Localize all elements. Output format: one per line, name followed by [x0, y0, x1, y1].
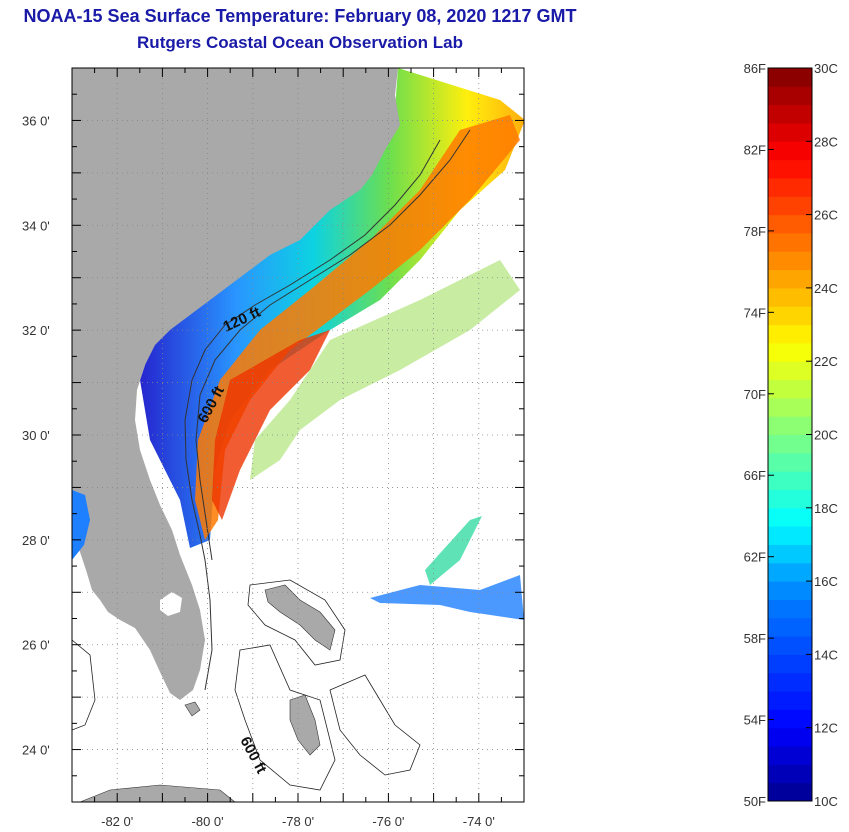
- longitude-label: -78 0': [282, 814, 314, 829]
- contour-600ft: [195, 129, 471, 561]
- celsius-label: 18C: [814, 501, 838, 516]
- colorbar-swatch: [768, 122, 812, 142]
- temperature-colorbar: 86F 82F 78F 74F 70F 66F 62F 58F 54F 50F 30C 28C 26C…: [744, 61, 838, 809]
- colorbar-swatch: [768, 434, 812, 454]
- colorbar-swatch: [768, 654, 812, 674]
- colorbar-swatch: [768, 306, 812, 326]
- celsius-label: 24C: [814, 281, 838, 296]
- latitude-label: 30 0': [22, 428, 50, 443]
- colorbar-swatch: [768, 617, 812, 637]
- map-title: NOAA-15 Sea Surface Temperature: Februar…: [23, 6, 577, 26]
- celsius-label: 28C: [814, 134, 838, 149]
- fahrenheit-label: 54F: [744, 713, 766, 728]
- sst-map[interactable]: 120 ft 600 ft 600 ft 36 0'34 0'32 0'30 0…: [0, 0, 720, 832]
- fahrenheit-label: 82F: [744, 142, 766, 157]
- offshore-sst-patches: [250, 260, 520, 480]
- map-ticks: [71, 67, 525, 803]
- celsius-label: 10C: [814, 794, 838, 809]
- colorbar-swatch: [768, 397, 812, 417]
- colorbar-swatch: [768, 141, 812, 161]
- bahamas-islands: [184, 584, 336, 756]
- colorbar-swatch: [768, 86, 812, 106]
- celsius-label: 26C: [814, 208, 838, 223]
- fahrenheit-label: 78F: [744, 224, 766, 239]
- colorbar-swatch: [768, 764, 812, 784]
- colorbar-swatch: [768, 599, 812, 619]
- fahrenheit-label: 86F: [744, 61, 766, 76]
- cuba-coast: [79, 784, 236, 802]
- fahrenheit-label: 62F: [744, 550, 766, 565]
- colorbar-swatch: [768, 104, 812, 124]
- latitude-label: 26 0': [22, 638, 50, 653]
- colorbar-swatch: [768, 507, 812, 527]
- latitude-label: 36 0': [22, 113, 50, 128]
- colorbar-swatch: [768, 159, 812, 179]
- map-subtitle: Rutgers Coastal Ocean Observation Lab: [137, 33, 463, 52]
- longitude-label: -82 0': [101, 814, 133, 829]
- latitude-labels: 36 0' 34 0' 32 0' 30 0' 28 0' 26 0' 24 0': [22, 113, 50, 757]
- latitude-label: 28 0': [22, 533, 50, 548]
- longitude-labels: -82 0' -80 0' -78 0' -76 0' -74 0': [101, 814, 495, 829]
- colorbar-swatch: [768, 68, 812, 87]
- celsius-label: 16C: [814, 574, 838, 589]
- colorbar-swatch: [768, 177, 812, 197]
- latitude-label: 24 0': [22, 743, 50, 758]
- gulf-coast-sst: [72, 490, 90, 560]
- colorbar-swatch: [768, 562, 812, 582]
- contour-120ft: [184, 139, 441, 691]
- bahamas-sst-streak: [425, 516, 482, 585]
- colorbar-swatch: [768, 746, 812, 765]
- colorbar-swatch: [768, 452, 812, 472]
- fahrenheit-label: 50F: [744, 794, 766, 809]
- celsius-label: 14C: [814, 647, 838, 662]
- longitude-label: -74 0': [463, 814, 495, 829]
- colorbar-swatch: [768, 287, 812, 307]
- gulf-stream-warm-core: [195, 115, 520, 540]
- colorbar-swatch: [768, 416, 812, 435]
- colorbar-swatch: [768, 691, 812, 710]
- lake-okeechobee: [160, 592, 182, 616]
- colorbar-swatches: [768, 68, 812, 802]
- colorbar-swatch: [768, 727, 812, 747]
- colorbar-swatch: [768, 782, 812, 802]
- fahrenheit-label: 74F: [744, 305, 766, 320]
- colorbar-swatch: [768, 489, 812, 509]
- gulf-stream-hot-core: [212, 330, 330, 520]
- colorbar-swatch: [768, 269, 812, 289]
- fahrenheit-label: 70F: [744, 387, 766, 402]
- land-mass-florida-carolinas: [72, 68, 400, 700]
- colorbar-swatch: [768, 324, 812, 344]
- colorbar-swatch: [768, 709, 812, 729]
- colorbar-swatch: [768, 379, 812, 399]
- colorbar-celsius-labels: 30C 28C 26C 24C 22C 20C 18C 16C 14C 12C 10C: [806, 61, 838, 809]
- colorbar-swatch: [768, 361, 812, 381]
- colorbar-swatch: [768, 544, 812, 564]
- latitude-label: 32 0': [22, 323, 50, 338]
- latitude-label: 34 0': [22, 218, 50, 233]
- colorbar-swatch: [768, 196, 812, 216]
- celsius-label: 12C: [814, 721, 838, 736]
- bahamas-bathymetry-contours: [72, 579, 421, 791]
- longitude-label: -76 0': [372, 814, 404, 829]
- celsius-label: 30C: [814, 61, 838, 76]
- colorbar-fahrenheit-labels: 86F 82F 78F 74F 70F 66F 62F 58F 54F 50F: [744, 61, 774, 809]
- fahrenheit-label: 58F: [744, 631, 766, 646]
- celsius-label: 22C: [814, 354, 838, 369]
- fahrenheit-label: 66F: [744, 468, 766, 483]
- celsius-label: 20C: [814, 428, 838, 443]
- colorbar-swatch: [768, 471, 812, 490]
- colorbar-swatch: [768, 214, 812, 234]
- colorbar-swatch: [768, 342, 812, 362]
- colorbar-swatch: [768, 232, 812, 252]
- eastern-sst-streak: [370, 575, 524, 620]
- map-gridlines: [72, 68, 524, 802]
- colorbar-swatch: [768, 581, 812, 600]
- colorbar-swatch: [768, 526, 812, 545]
- colorbar-swatch: [768, 251, 812, 271]
- longitude-label: -80 0': [192, 814, 224, 829]
- colorbar-swatch: [768, 672, 812, 692]
- colorbar-swatch: [768, 636, 812, 655]
